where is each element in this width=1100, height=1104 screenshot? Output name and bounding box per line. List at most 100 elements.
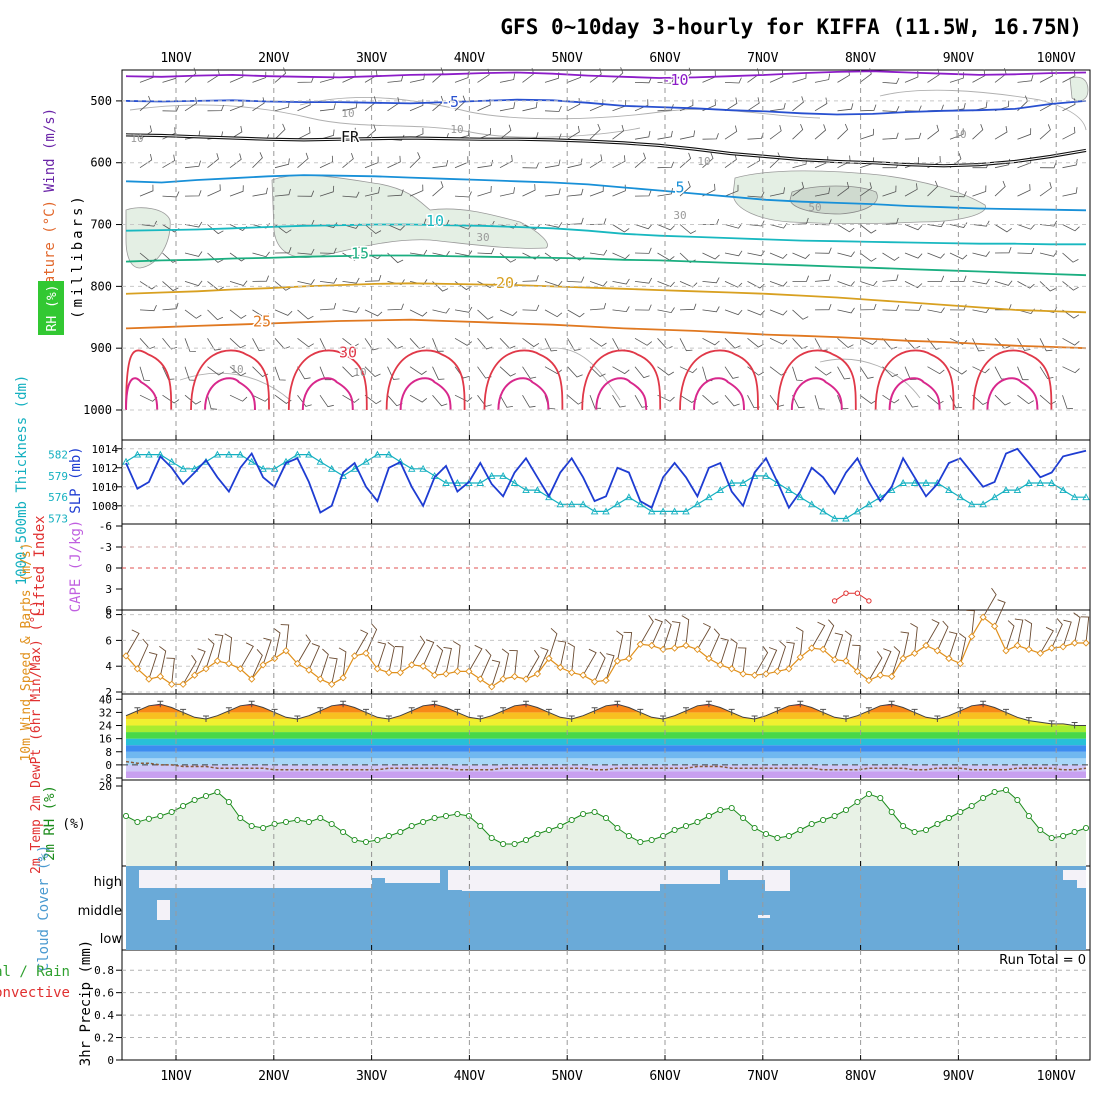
upper-wind-barb [634,277,653,284]
temp-band [126,712,1086,719]
wind10-barb [525,649,540,680]
upper-wind-barb [522,394,536,408]
upper-wind-barb [229,185,244,197]
thickness-point [739,479,747,486]
upper-wind-barb [477,159,494,169]
upper-wind-barb [634,99,649,112]
upper-wind-barb [364,394,382,405]
upper-wind-barb [364,124,377,140]
upper-wind-barb [229,280,248,286]
wind10-point [602,676,610,685]
rh2m-point [602,814,610,822]
wind10-barb [605,653,615,681]
thickness-point [213,450,222,458]
rh-contour-label: 10 [230,363,243,376]
upper-wind-barb [229,153,242,169]
rh-contour-label: 10 [130,132,143,145]
temp-35-loop [790,377,843,411]
upper-wind-barb [409,99,424,112]
upper-wind-barb [994,126,1008,140]
thickness-point [327,464,336,472]
wind10-point [522,675,530,683]
thickness-point [922,479,930,486]
temp-tick-label: 16 [99,733,112,746]
wind10-barb [308,643,321,671]
wind10-point [350,652,359,660]
rh2m-point [1037,826,1044,834]
upper-wind-barb [319,185,335,197]
wind10-point [156,672,164,681]
rh2m-point [580,810,587,818]
slp-line [125,447,1087,514]
upper-wind-barb [1062,98,1076,112]
wind-barbs-layer [139,67,1080,410]
upper-wind-barb [882,394,900,404]
wind10-barb [280,624,290,651]
upper-wind-barb [252,251,270,258]
upper-wind-barb [1062,187,1078,197]
wind10-barb [411,635,426,666]
contour-label: FR [341,128,360,146]
upper-wind-barb [657,281,675,287]
temp-35-loop [301,377,354,411]
rh2m-point [145,815,152,822]
wind10-point [533,670,542,678]
wind10-point [979,613,987,621]
temp-contour [125,282,1087,314]
li-label: Lifted Index [32,515,48,616]
temp-minmax-bar [157,700,164,708]
ua-rh-legend-box [38,281,64,335]
li-tick-label: -3 [99,541,112,554]
upper-wind-barb [1017,128,1032,140]
upper-wind-barb [522,184,536,197]
rh2m-point [842,806,850,814]
upper-wind-barb [342,277,360,284]
wind10-barb [205,638,215,669]
wind10-barb [811,621,826,649]
x-tick-label-bottom: 1NOV [160,1069,191,1084]
upper-wind-barb [612,155,626,169]
thickness-point [727,479,736,486]
upper-wind-barb [567,98,581,112]
upper-wind-barb [724,366,739,379]
upper-wind-barb [837,224,855,233]
rh-contour-label: 10 [353,366,366,379]
upper-wind-barb [342,337,359,348]
wind10-barb [166,657,175,685]
precip-tick-label: 0.4 [94,1009,114,1022]
wind10-point [636,640,644,648]
upper-wind-barb [679,366,698,374]
temp-minmax-bar [1003,708,1009,716]
upper-wind-barb [364,366,381,377]
upper-wind-barb [702,337,720,346]
upper-wind-barb [409,366,427,375]
upper-wind-barb [1039,69,1053,83]
rh-30-region [271,174,548,258]
upper-wind-barb [589,185,604,197]
temp-minmax-bar [568,715,575,722]
rh2m-point [591,808,598,816]
cape-point [866,598,872,604]
thickness-point [819,507,827,515]
upper-wind-barb [499,155,513,169]
upper-wind-barb [837,251,855,257]
upper-wind-barb [1062,309,1080,319]
thickness-slp-layer: 582 579 576 573 1014 1012 1010 1008 [48,443,1090,525]
slp-label: SLP (mb) [68,446,84,513]
temp-minmax-bar [683,707,689,714]
upper-wind-barb [679,338,693,352]
cloud-cover-layer: high middle low [78,866,1086,950]
lifted-cape-layer: -6 -3 0 3 6 [99,520,1090,617]
thickness-point [533,486,542,494]
wind10-barb [548,627,558,659]
upper-wind-barb [207,224,224,235]
upper-wind-barb [319,155,334,169]
upper-wind-barb [994,180,1006,197]
wind10-point [750,671,759,679]
wind10-point [476,675,484,683]
upper-wind-barb [657,366,675,376]
wind10-point [693,645,702,654]
temp-minmax-bar [134,707,141,714]
upper-wind-barb [634,77,652,84]
contour-label: 20 [496,274,514,292]
